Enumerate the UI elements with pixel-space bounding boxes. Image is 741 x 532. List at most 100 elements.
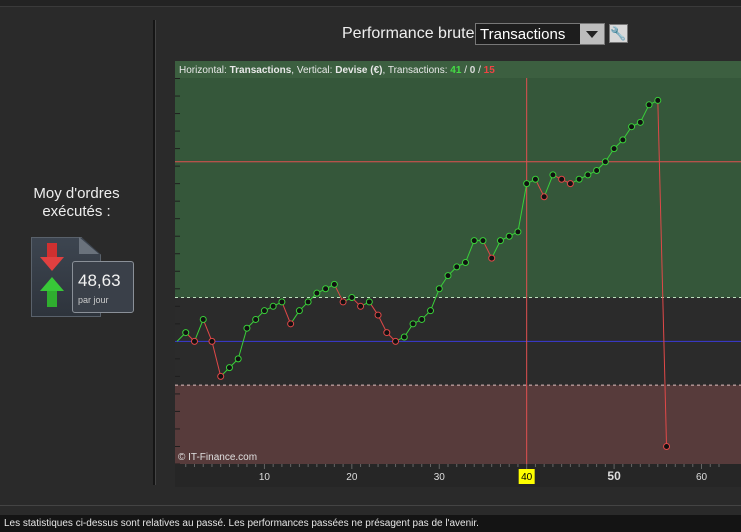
trade-point [558, 175, 566, 183]
trade-point [470, 237, 478, 245]
trade-point [313, 289, 321, 297]
trade-point [593, 167, 601, 175]
trade-point [427, 307, 435, 315]
metric-panel: Moy d'ordres exécutés : 48,63 par jour [0, 185, 153, 317]
profit-zone [175, 61, 741, 298]
trade-point [252, 315, 260, 323]
trade-point [566, 180, 574, 188]
trade-point [392, 337, 400, 345]
trade-point [435, 285, 443, 293]
trade-point [400, 333, 408, 341]
trade-point [322, 285, 330, 293]
equity-markers [182, 96, 671, 450]
metric-unit: par jour [78, 295, 109, 305]
series-segment [657, 100, 668, 447]
axis-select[interactable]: Transactions [475, 23, 605, 45]
trade-point [523, 180, 531, 188]
series-segment [237, 328, 248, 360]
trade-point [540, 193, 548, 201]
series-segment [202, 319, 213, 342]
trade-point [339, 298, 347, 306]
trade-point [505, 232, 513, 240]
trade-point [243, 324, 251, 332]
metric-label-line2: exécutés : [42, 203, 111, 220]
trade-point [496, 237, 504, 245]
trade-point [409, 320, 417, 328]
trade-point [357, 302, 365, 310]
trade-point [217, 372, 225, 380]
trade-point [514, 228, 522, 236]
trade-point [444, 272, 452, 280]
trade-point [636, 118, 644, 126]
trade-point [645, 101, 653, 109]
wrench-icon[interactable]: 🔧 [609, 24, 628, 43]
x-tick-label: 60 [696, 472, 708, 483]
legend-horizontal-value: Transactions [230, 65, 292, 76]
trade-point [287, 320, 295, 328]
trade-point [330, 280, 338, 288]
trade-point [190, 337, 198, 345]
trade-point [575, 175, 583, 183]
trade-point [488, 254, 496, 262]
trade-point [584, 171, 592, 179]
series-segment [211, 341, 222, 377]
trade-point [619, 136, 627, 144]
performance-chart[interactable]: Horizontal: Transactions, Vertical: Devi… [175, 61, 741, 487]
trade-point [374, 311, 382, 319]
legend-horizontal-label: Horizontal: [179, 65, 227, 76]
panel-divider [153, 20, 156, 485]
x-axis-band [175, 464, 741, 487]
trade-point [418, 315, 426, 323]
series-segment [430, 288, 440, 311]
trade-point [182, 329, 190, 337]
x-tick-highlight [518, 469, 535, 484]
trade-point [199, 315, 207, 323]
series-segment [281, 301, 292, 325]
trade-point [348, 294, 356, 302]
metric-value-box: 48,63 par jour [72, 261, 134, 313]
trade-point [295, 307, 303, 315]
metric-badge: 48,63 par jour [31, 237, 134, 317]
x-tick-label: 50 [607, 469, 621, 483]
top-edge [0, 0, 741, 7]
axis-select-value: Transactions [480, 26, 566, 43]
series-segment [465, 240, 475, 263]
legend-vertical-value: Devise (€) [335, 65, 382, 76]
chevron-down-icon[interactable] [580, 24, 604, 44]
legend-count-green: 41 [450, 65, 462, 76]
legend-count-red: 15 [484, 65, 496, 76]
series-segment [194, 319, 204, 342]
trade-point [628, 123, 636, 131]
trade-point [225, 364, 233, 372]
trade-point [663, 442, 671, 450]
bottom-rule [0, 505, 741, 506]
legend-count-zero: 0 [470, 65, 476, 76]
legend-vertical-label: , Vertical: [291, 65, 332, 76]
trade-point [610, 145, 618, 153]
x-axis: 10 20 30 40 50 60 [175, 464, 741, 487]
trade-point [549, 171, 557, 179]
x-tick-label: 30 [434, 472, 446, 483]
trade-point [365, 298, 373, 306]
legend-background [175, 61, 741, 78]
legend-separator-1: / [464, 65, 467, 76]
trade-point [461, 259, 469, 266]
loss-zone [175, 385, 741, 464]
trade-point [453, 263, 461, 271]
legend-separator-2: / [478, 65, 481, 76]
metric-value: 48,63 [78, 271, 121, 290]
trade-point [260, 307, 268, 315]
trade-point [654, 96, 662, 104]
metric-label-line1: Moy d'ordres [33, 185, 120, 202]
trade-point [383, 329, 391, 337]
trade-point [531, 175, 539, 183]
trade-point [304, 298, 312, 306]
trade-point [479, 237, 487, 245]
chart-legend: Horizontal: Transactions, Vertical: Devi… [179, 65, 495, 76]
trade-point [208, 337, 216, 345]
x-tick-label: 40 [521, 472, 533, 483]
series-segment [517, 183, 528, 232]
series-segment [543, 174, 554, 197]
page-title: Performance brute [342, 25, 475, 42]
x-tick-label: 20 [346, 472, 358, 483]
